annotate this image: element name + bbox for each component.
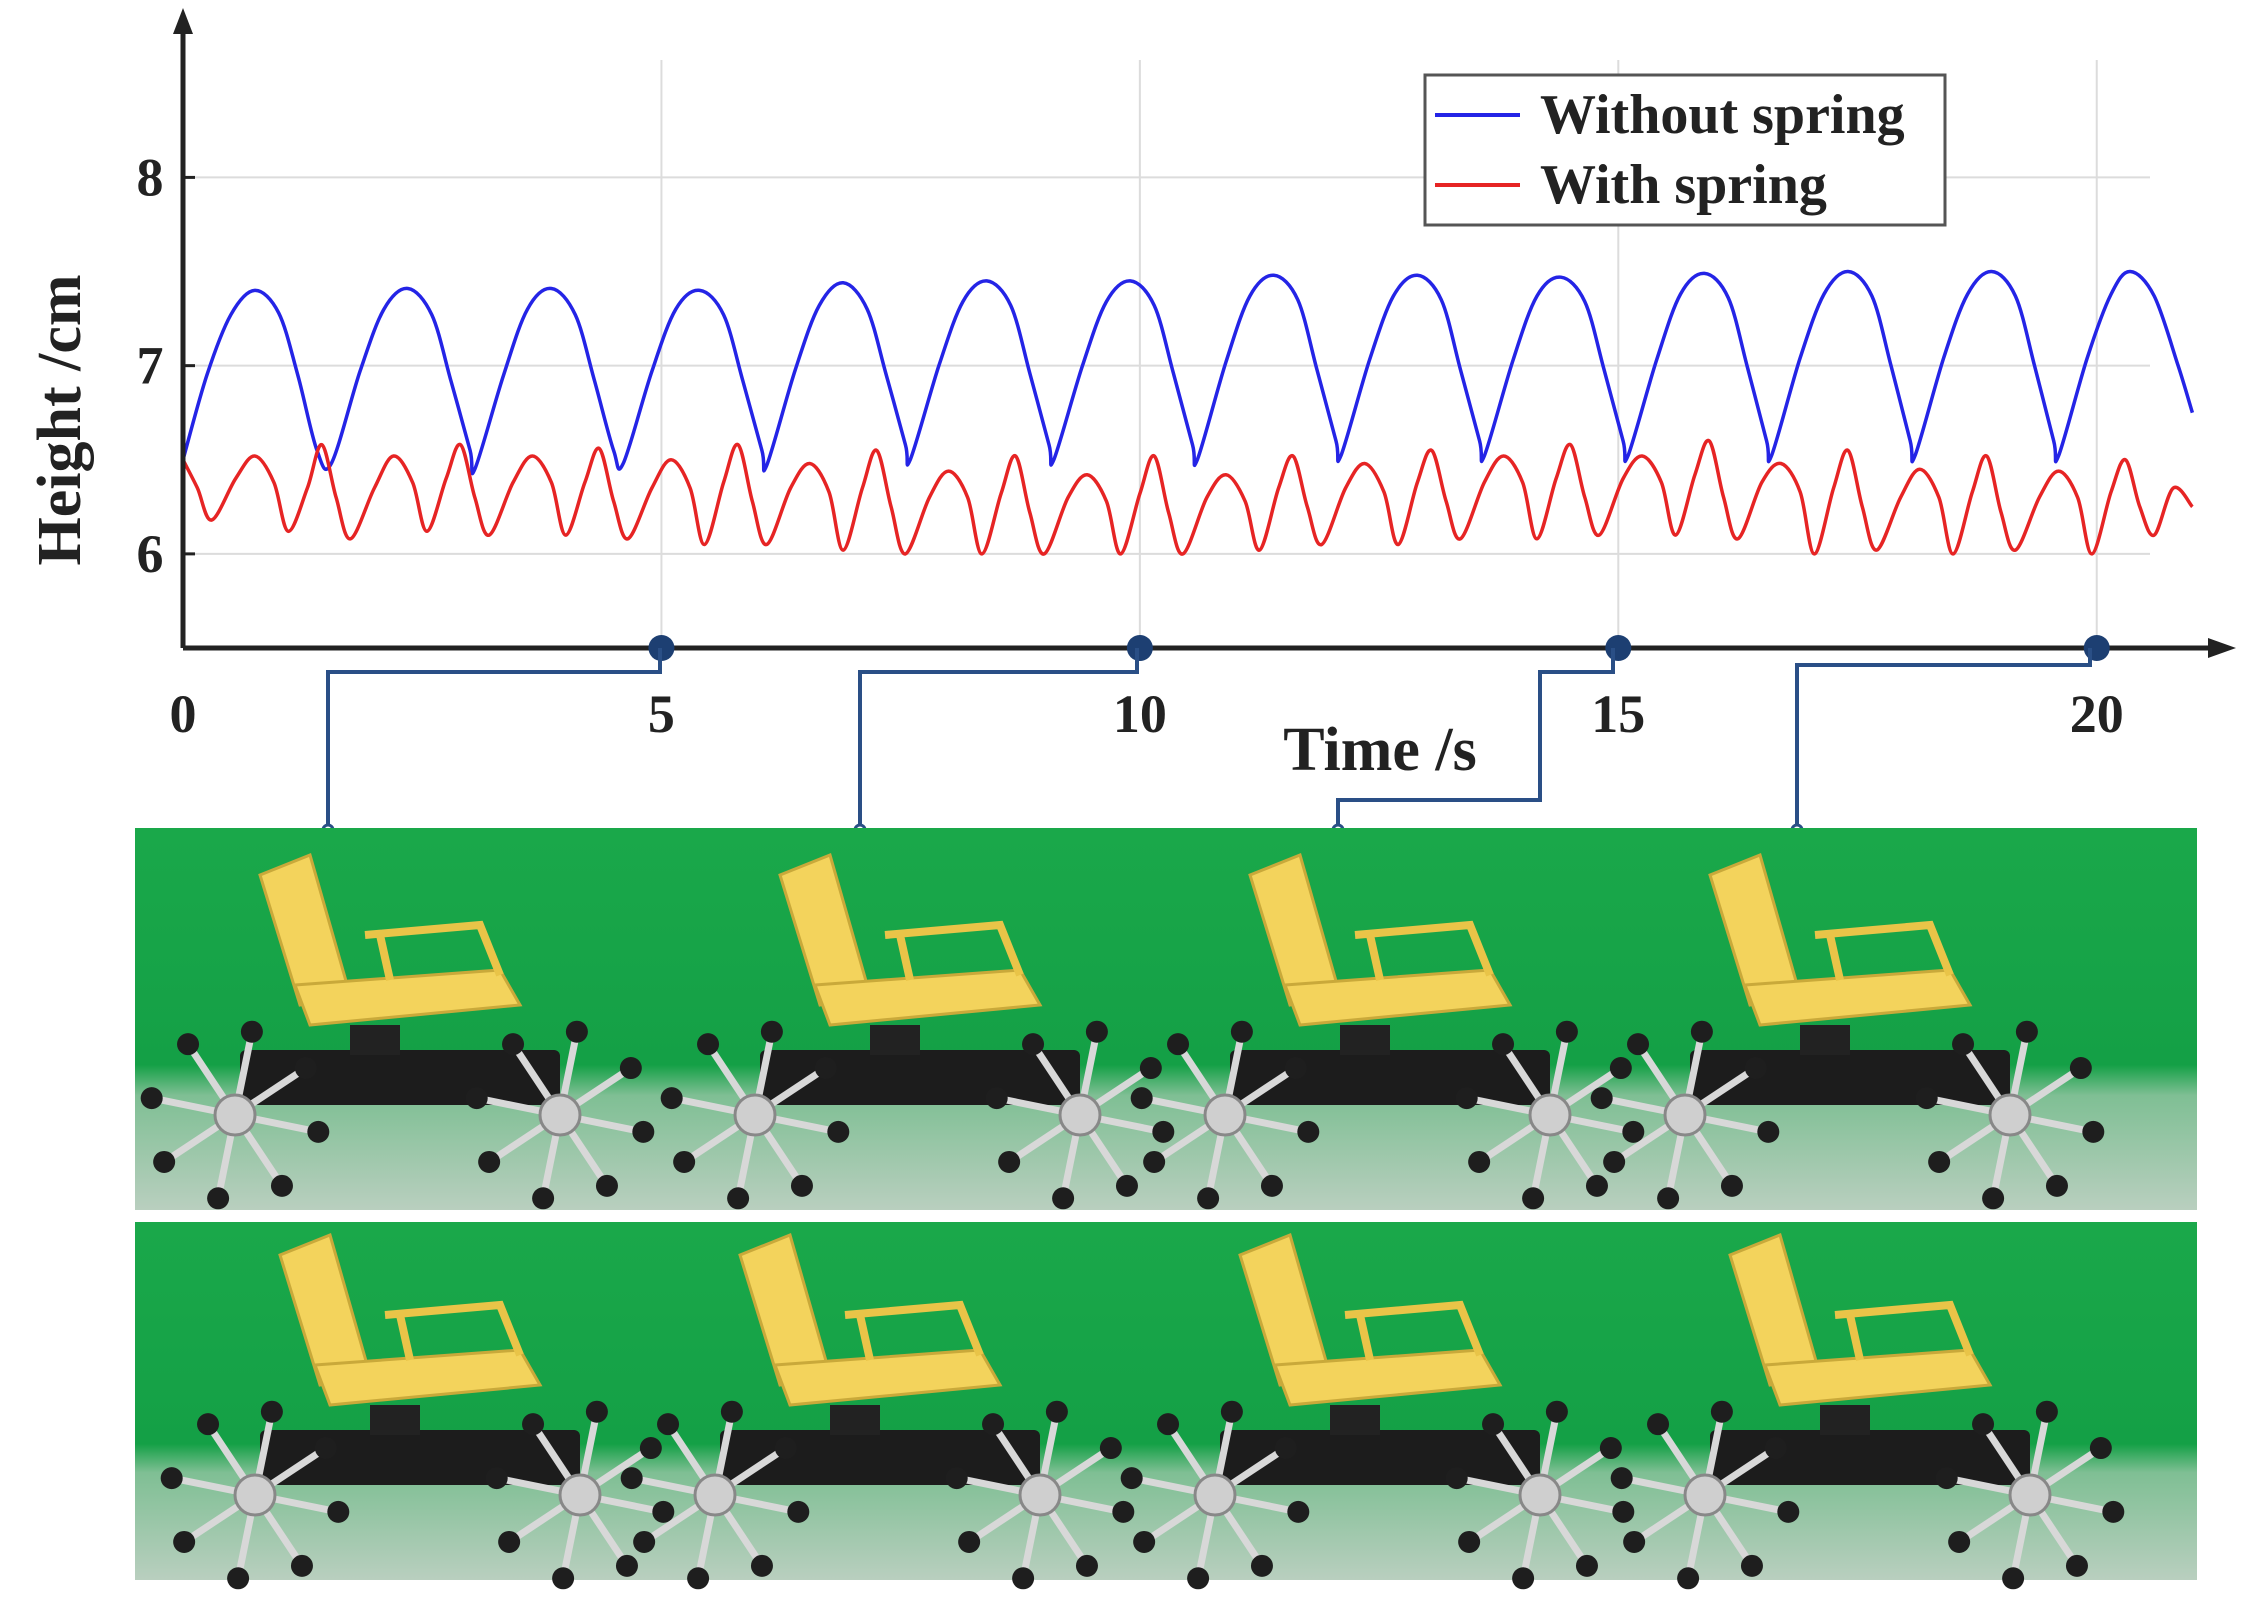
x-tick-label-0: 0 xyxy=(170,684,197,744)
top-robot-1-front-wheel xyxy=(140,1020,330,1210)
connector-line-3 xyxy=(1336,648,1615,828)
y-tick-label-1: 7 xyxy=(137,336,164,396)
legend-label-with-spring: With spring xyxy=(1540,154,1827,216)
top-robot-4 xyxy=(1590,852,2105,1210)
top-robot-2-rear-wheel xyxy=(985,1020,1175,1210)
top-robot-4-front-wheel xyxy=(1590,1020,1780,1210)
bottom-robot-3-rear-wheel xyxy=(1445,1400,1635,1590)
snapshot-marker-2 xyxy=(1126,635,1153,661)
photo-divider xyxy=(135,1210,2197,1222)
series-line-with-spring xyxy=(181,438,2194,556)
bottom-robot-4 xyxy=(1610,1232,2125,1590)
tick-labels: 0 5 10 15 20 6 7 8 xyxy=(137,147,2124,744)
snapshot-marker-3 xyxy=(1605,635,1632,661)
connector-line-2 xyxy=(858,648,1139,828)
x-axis-arrow xyxy=(2208,638,2236,658)
legend: Without spring With spring xyxy=(1423,73,1947,227)
legend-label-without-spring: Without spring xyxy=(1540,84,1905,146)
top-robot-3-front-wheel xyxy=(1130,1020,1320,1210)
series-line-without-spring xyxy=(181,269,2195,476)
top-robot-1-rear-wheel xyxy=(465,1020,655,1210)
snapshot-connectors xyxy=(321,648,2092,837)
legend-box xyxy=(1423,73,1947,227)
bottom-robot-3 xyxy=(1120,1232,1635,1590)
y-axis-arrow xyxy=(173,8,193,34)
series-layer xyxy=(181,269,2195,556)
bottom-robot-2 xyxy=(620,1232,1135,1590)
bottom-robot-2-rear-wheel xyxy=(945,1400,1135,1590)
x-tick-label-3: 15 xyxy=(1591,684,1645,744)
bottom-robot-4-rear-wheel xyxy=(1935,1400,2125,1590)
top-robot-3-rear-wheel xyxy=(1455,1020,1645,1210)
bottom-robot-1-front-wheel xyxy=(160,1400,350,1590)
top-robot-1 xyxy=(140,852,655,1210)
y-axis-title: Height /cm xyxy=(26,275,94,566)
top-robot-4-rear-wheel xyxy=(1915,1020,2105,1210)
bottom-robot-1-rear-wheel xyxy=(485,1400,675,1590)
connector-line-1 xyxy=(326,648,662,828)
x-tick-label-1: 5 xyxy=(648,684,675,744)
axes xyxy=(173,8,2236,658)
y-tick-label-0: 6 xyxy=(137,524,164,584)
top-robot-3 xyxy=(1130,852,1645,1210)
x-tick-label-4: 20 xyxy=(2070,684,2124,744)
x-tick-label-2: 10 xyxy=(1113,684,1167,744)
x-axis-title: Time /s xyxy=(1283,716,1476,784)
grid-lines xyxy=(183,60,2150,648)
bottom-robot-2-front-wheel xyxy=(620,1400,810,1590)
bottom-robot-4-front-wheel xyxy=(1610,1400,1800,1590)
height-chart: 0 5 10 15 20 6 7 8 Time /s Height /cm Without s… xyxy=(26,8,2236,837)
bottom-robot-1 xyxy=(160,1232,675,1590)
connector-line-4 xyxy=(1795,648,2092,828)
photo-strip-with-spring xyxy=(135,1222,2197,1590)
snapshot-marker-4 xyxy=(2083,635,2110,661)
top-robot-2 xyxy=(660,852,1175,1210)
y-tick-label-2: 8 xyxy=(137,147,164,207)
bottom-robot-3-front-wheel xyxy=(1120,1400,1310,1590)
photo-strip-without-spring xyxy=(135,828,2197,1210)
top-robot-2-front-wheel xyxy=(660,1020,850,1210)
